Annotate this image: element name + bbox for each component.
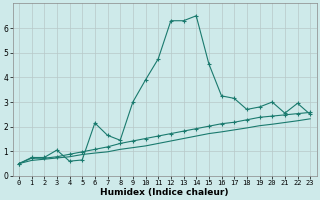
X-axis label: Humidex (Indice chaleur): Humidex (Indice chaleur) bbox=[100, 188, 229, 197]
